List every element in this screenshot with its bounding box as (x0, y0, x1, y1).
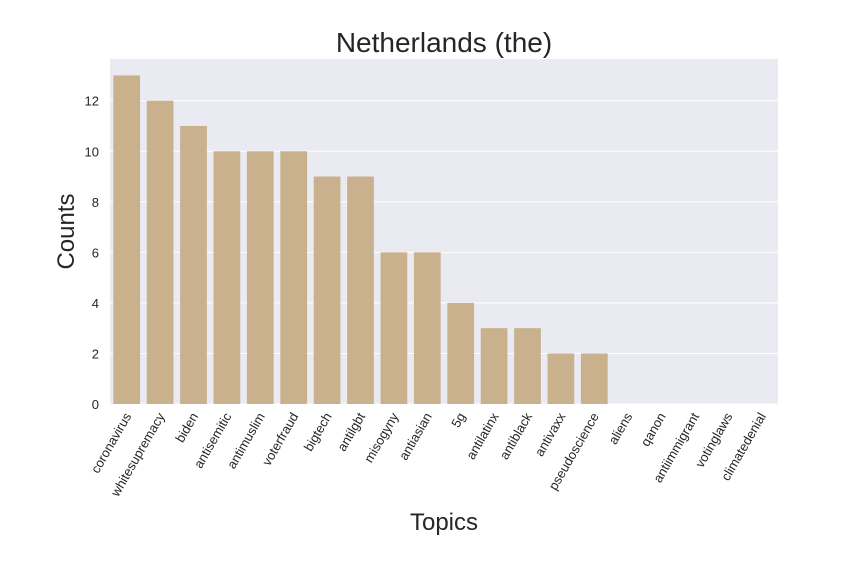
bar-antivaxx (547, 353, 575, 404)
chart-title: Netherlands (the) (336, 27, 552, 58)
bar-biden (180, 125, 207, 404)
bar-whitesupremacy (146, 100, 174, 404)
y-tick-label: 8 (92, 195, 99, 210)
x-tick-label: antiasian (396, 410, 435, 463)
x-tick-label: antiblack (496, 410, 535, 462)
x-tick-label: aliens (605, 410, 635, 447)
bar-antimuslim (246, 151, 274, 404)
y-tick-label: 0 (92, 397, 99, 412)
x-tick-label: biden (172, 410, 201, 445)
x-tick-label: antivaxx (532, 410, 569, 459)
x-tick-label: 5g (448, 410, 468, 430)
bar-antilgbt (347, 176, 374, 404)
x-tick-label: qanon (638, 410, 669, 449)
y-tick-label: 2 (92, 346, 99, 361)
bar-antilatinx (480, 328, 508, 404)
bar-5g (447, 302, 475, 404)
y-axis-label: Counts (53, 193, 80, 269)
plot-area (110, 59, 778, 404)
bar-antiasian (413, 252, 441, 404)
x-tick-label: antilgbt (334, 410, 368, 454)
x-tick-label: bigtech (301, 410, 335, 454)
bar-antiblack (514, 328, 541, 404)
y-tick-label: 4 (92, 296, 99, 311)
y-tick-labels: 0 2 4 6 8 10 12 (85, 94, 99, 412)
bar-pseudoscience (580, 353, 608, 404)
y-tick-label: 6 (92, 245, 99, 260)
bar-coronavirus (113, 75, 141, 404)
bar-misogyny (380, 252, 408, 404)
y-tick-label: 12 (85, 94, 99, 109)
y-tick-label: 10 (85, 144, 99, 159)
bars (113, 75, 608, 404)
bar-antisemitic (213, 151, 241, 404)
bar-bigtech (313, 176, 341, 404)
bar-voterfraud (280, 151, 308, 404)
x-axis-label: Topics (410, 509, 478, 536)
